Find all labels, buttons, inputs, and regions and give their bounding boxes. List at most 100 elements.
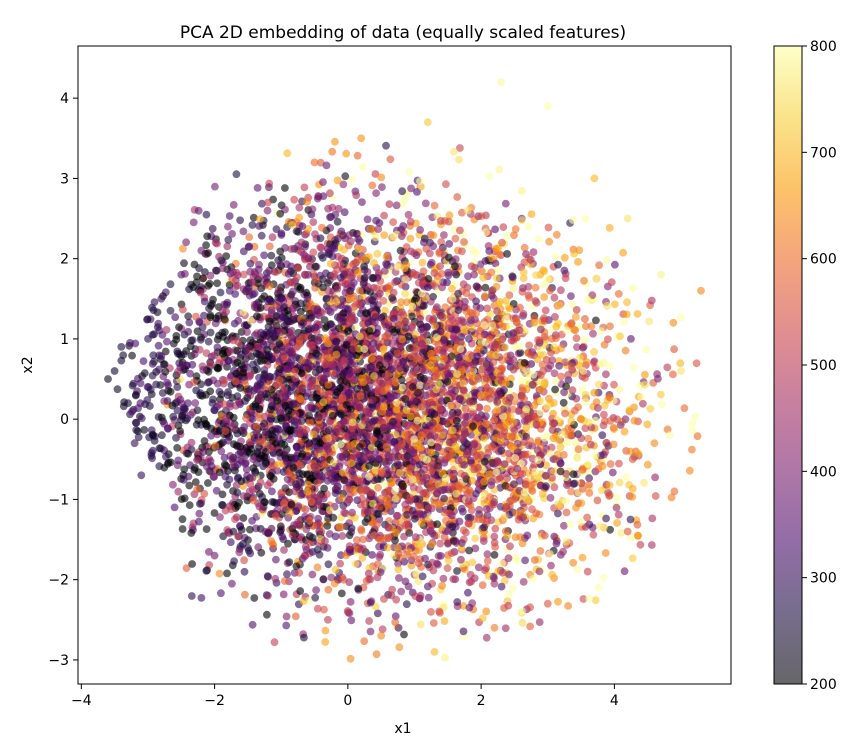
scatter-point [220, 315, 229, 324]
scatter-point [478, 581, 487, 589]
scatter-point [444, 539, 452, 548]
scatter-point [129, 379, 138, 388]
scatter-point [680, 404, 689, 413]
scatter-point [345, 231, 354, 240]
scatter-point [397, 298, 405, 306]
scatter-point [385, 200, 394, 209]
scatter-point [485, 172, 494, 180]
scatter-point [411, 330, 419, 338]
scatter-point [237, 328, 246, 336]
scatter-point [316, 234, 325, 243]
scatter-point [391, 494, 400, 503]
scatter-point [616, 421, 625, 429]
scatter-point [295, 568, 304, 577]
scatter-point [541, 306, 550, 315]
scatter-point [519, 274, 528, 283]
scatter-point [253, 184, 262, 192]
scatter-point [334, 204, 343, 213]
scatter-point [482, 607, 491, 616]
scatter-point [230, 424, 239, 433]
scatter-point [196, 335, 205, 344]
scatter-point [283, 570, 291, 579]
scatter-point [163, 397, 172, 405]
scatter-point [331, 489, 340, 497]
scatter-point [353, 432, 361, 441]
scatter-point [211, 182, 219, 191]
scatter-point [394, 624, 403, 632]
scatter-point [193, 406, 202, 415]
scatter-point [185, 481, 194, 490]
scatter-point [328, 369, 337, 378]
scatter-point [365, 472, 373, 481]
scatter-point [519, 310, 528, 318]
scatter-point [457, 333, 466, 341]
scatter-point [539, 367, 547, 375]
scatter-point [375, 553, 384, 561]
scatter-point [520, 243, 529, 252]
scatter-point [366, 598, 375, 607]
scatter-point [200, 311, 208, 320]
scatter-point [221, 328, 229, 337]
scatter-point [405, 529, 414, 537]
scatter-point [448, 284, 456, 293]
scatter-point [517, 401, 525, 409]
scatter-point [383, 488, 391, 497]
scatter-point [406, 234, 415, 243]
scatter-point [433, 520, 442, 529]
scatter-point [599, 573, 608, 582]
scatter-point [395, 574, 403, 582]
scatter-point [556, 443, 565, 452]
scatter-point [507, 336, 516, 345]
scatter-point [443, 278, 451, 287]
scatter-point [188, 560, 197, 568]
scatter-point [613, 415, 621, 424]
scatter-point [246, 480, 255, 488]
scatter-point [279, 468, 288, 476]
scatter-point [213, 363, 221, 372]
scatter-point [669, 370, 677, 379]
scatter-point [430, 201, 439, 210]
scatter-point [438, 581, 446, 590]
scatter-point [155, 365, 163, 374]
scatter-point [225, 212, 234, 220]
scatter-point [602, 255, 611, 264]
scatter-point [132, 419, 141, 427]
scatter-point [540, 280, 549, 289]
scatter-point [178, 515, 187, 524]
scatter-point [215, 468, 224, 477]
scatter-point [200, 297, 209, 306]
scatter-point [566, 520, 575, 528]
scatter-point [282, 612, 291, 621]
scatter-point [479, 273, 488, 282]
scatter-point [352, 230, 361, 238]
scatter-point [474, 563, 483, 572]
scatter-point [357, 546, 366, 554]
scatter-point [653, 370, 661, 378]
scatter-point [280, 577, 289, 585]
scatter-point [483, 557, 492, 565]
scatter-point [153, 308, 162, 317]
scatter-point [224, 391, 232, 400]
scatter-point [451, 268, 459, 277]
scatter-point [487, 481, 496, 489]
scatter-point [403, 298, 411, 307]
scatter-point [448, 473, 457, 481]
scatter-point [408, 312, 416, 321]
scatter-point [526, 622, 534, 631]
scatter-point [302, 288, 311, 297]
scatter-point [414, 540, 423, 549]
scatter-point [458, 247, 466, 256]
scatter-point [585, 474, 593, 483]
scatter-point [324, 426, 333, 434]
scatter-point [445, 211, 454, 220]
scatter-point [570, 479, 579, 488]
scatter-point [398, 383, 407, 392]
scatter-point [498, 559, 506, 568]
scatter-point [424, 593, 433, 602]
scatter-point [443, 453, 452, 462]
scatter-point [405, 167, 414, 176]
scatter-point [337, 227, 346, 236]
scatter-point [177, 495, 186, 503]
scatter-point [427, 349, 435, 358]
